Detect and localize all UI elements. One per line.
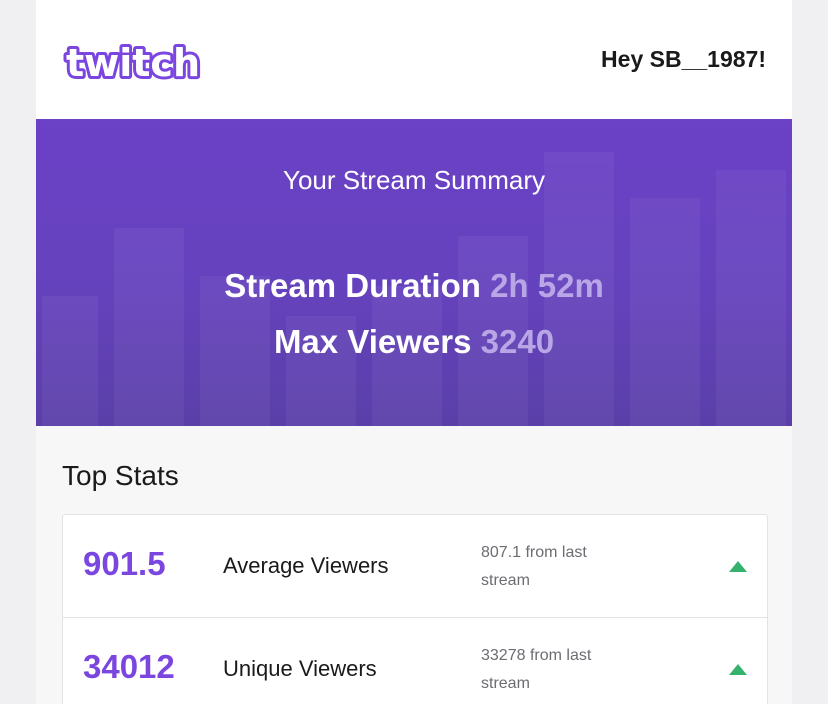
stat-row-average-viewers: 901.5 Average Viewers 807.1 from last st… <box>63 515 767 617</box>
decorative-bar <box>630 198 700 426</box>
top-stats-list: 901.5 Average Viewers 807.1 from last st… <box>62 514 768 704</box>
stat-comparison: 807.1 from last stream <box>481 544 587 589</box>
stat-comparison: 33278 from last stream <box>481 647 592 692</box>
triangle-up-icon <box>729 561 747 572</box>
stream-summary-banner: Your Stream Summary Stream Duration 2h 5… <box>36 119 792 426</box>
decorative-bar <box>114 228 184 426</box>
stat-label: Unique Viewers <box>223 656 377 681</box>
email-header: twitch Hey SB__1987! <box>36 0 792 119</box>
banner-title: Your Stream Summary <box>282 165 546 195</box>
greeting: Hey SB__1987! <box>601 46 766 72</box>
decorative-bar <box>42 296 98 426</box>
decorative-bar <box>716 170 786 426</box>
stat-row-unique-viewers: 34012 Unique Viewers 33278 from last str… <box>63 617 767 704</box>
decorative-bar <box>372 286 442 426</box>
max-viewers: Max Viewers 3240 <box>36 323 792 361</box>
email-card: twitch Hey SB__1987! Your Stream Summary… <box>36 0 792 704</box>
max-viewers-value: 3240 <box>480 323 555 360</box>
decorative-bar <box>286 316 356 426</box>
max-viewers-label: Max Viewers <box>273 323 472 360</box>
stat-value: 34012 <box>83 648 175 685</box>
stream-duration-value: 2h 52m <box>490 267 604 304</box>
decorative-bar <box>200 276 270 426</box>
top-stats-title: Top Stats <box>62 460 179 491</box>
twitch-logo[interactable]: twitch <box>60 36 206 88</box>
stream-duration: Stream Duration 2h 52m <box>36 267 792 305</box>
decorative-bar <box>458 236 528 426</box>
stat-label: Average Viewers <box>223 553 389 578</box>
decorative-bar <box>544 152 614 426</box>
triangle-up-icon <box>729 664 747 675</box>
twitch-logo-text: twitch <box>66 41 200 85</box>
stat-value: 901.5 <box>83 545 166 582</box>
stream-duration-label: Stream Duration <box>224 267 481 304</box>
